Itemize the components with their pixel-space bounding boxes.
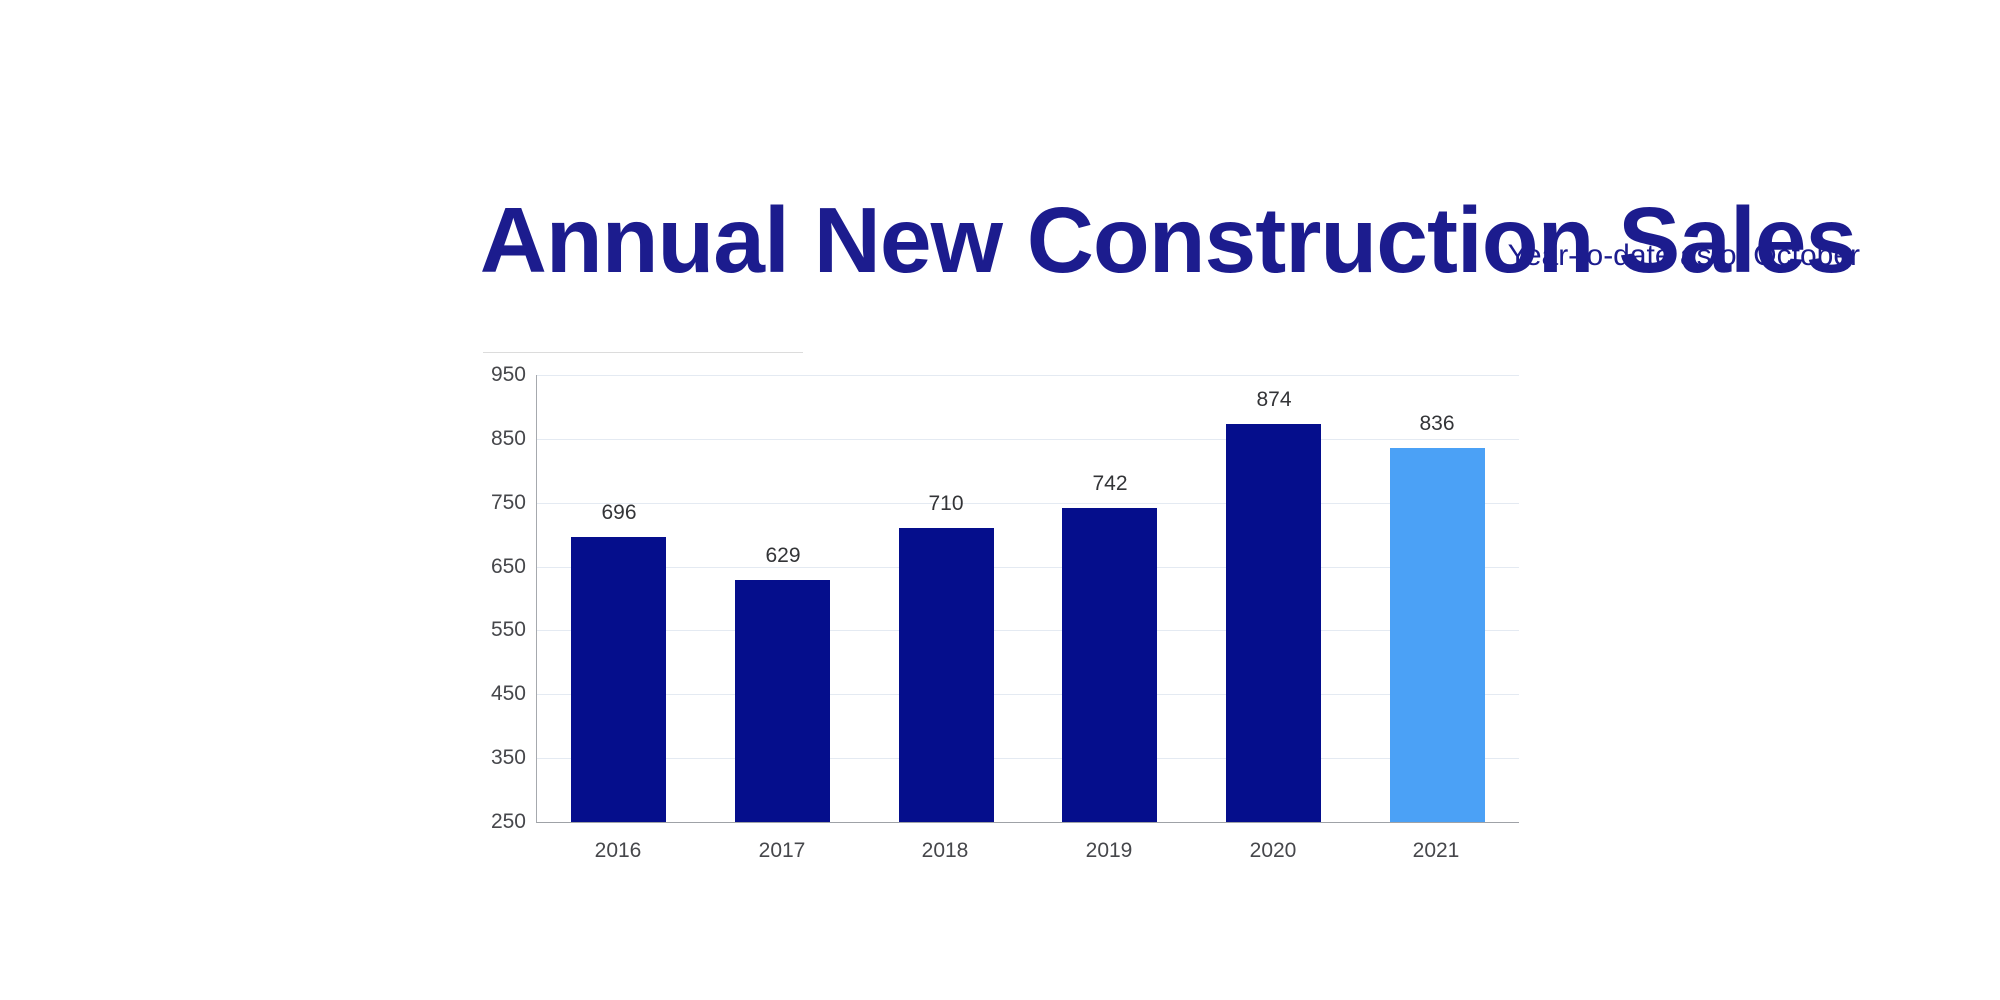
chart-frame-top-border (483, 352, 803, 353)
gridline-950 (537, 375, 1519, 376)
chart-subtitle: Year-to-date as of October (1507, 239, 1860, 272)
x-tick-label-2021: 2021 (1412, 839, 1460, 862)
y-tick-label-250: 250 (490, 810, 526, 833)
bar-value-label-2017: 629 (765, 544, 801, 567)
x-tick-label-2019: 2019 (1085, 839, 1133, 862)
x-tick-label-2018: 2018 (921, 839, 969, 862)
chart-title: Annual New Construction Sales (479, 188, 1858, 293)
bar-value-label-2019: 742 (1092, 472, 1128, 495)
gridline-850 (537, 438, 1519, 440)
y-tick-label-550: 550 (490, 618, 526, 642)
bar-2016 (571, 537, 666, 822)
gridline-550 (537, 630, 1519, 632)
x-tick-label-2020: 2020 (1249, 839, 1297, 862)
bar-value-label-2021: 836 (1419, 412, 1455, 435)
gridline-450 (537, 694, 1519, 696)
y-tick-label-650: 650 (490, 554, 526, 578)
y-tick-label-850: 850 (490, 426, 526, 450)
gridline-750 (537, 502, 1519, 504)
bar-2020 (1226, 424, 1321, 822)
bar-2017 (735, 580, 830, 822)
y-tick-label-750: 750 (490, 490, 526, 514)
gridline-650 (537, 566, 1519, 568)
bar-2021 (1390, 448, 1485, 822)
x-tick-label-2017: 2017 (758, 839, 806, 862)
y-tick-label-950: 950 (490, 363, 526, 386)
plot-area: 696 629 710 742 874 836 (536, 375, 1519, 823)
y-tick-label-450: 450 (490, 682, 526, 706)
bar-value-label-2016: 696 (601, 501, 637, 524)
bar-value-label-2018: 710 (928, 492, 964, 515)
y-tick-label-350: 350 (490, 746, 526, 770)
bar-value-label-2020: 874 (1256, 388, 1292, 411)
bar-2018 (899, 528, 994, 822)
gridline-350 (537, 758, 1519, 760)
x-tick-label-2016: 2016 (594, 839, 642, 862)
bar-2019 (1062, 508, 1157, 822)
